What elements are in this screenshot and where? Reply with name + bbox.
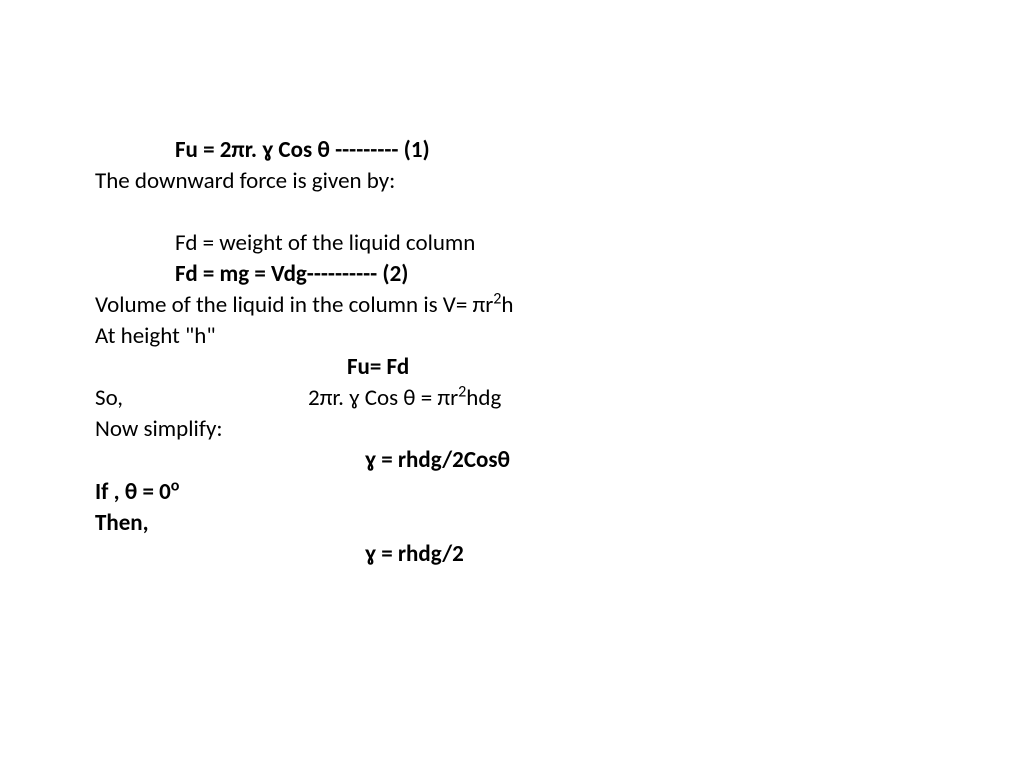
eq-fu-fd: Fu= Fd [95, 352, 974, 383]
eq-1: Fu = 2πr. ɣ Cos θ --------- (1) [95, 135, 974, 166]
volume-pre: Volume of the liquid in the column is V=… [95, 291, 493, 319]
volume-post: h [501, 291, 513, 319]
so-label: So, [95, 383, 123, 414]
eq-fd-weight: Fd = weight of the liquid column [95, 228, 974, 259]
if-sup: o [171, 476, 180, 495]
eq-2: Fd = mg = Vdg---------- (2) [95, 259, 974, 290]
so-eq-pre: 2πr. ɣ Cos θ = πr [123, 384, 458, 412]
text-downward: The downward force is given by: [95, 166, 974, 197]
line-so: So,2πr. ɣ Cos θ = πr2hdg [95, 383, 974, 414]
blank-line [95, 197, 974, 228]
text-then: Then, [95, 508, 974, 539]
eq-gamma-2: ɣ = rhdg/2 [95, 539, 974, 570]
text-if: If , θ = 0o [95, 477, 974, 508]
text-simplify: Now simplify: [95, 414, 974, 445]
if-theta: If , θ = 0 [95, 478, 171, 506]
text-volume: Volume of the liquid in the column is V=… [95, 290, 974, 321]
eq-gamma-1: ɣ = rhdg/2Cosθ [95, 445, 974, 476]
text-height: At height "h" [95, 321, 974, 352]
physics-derivation: Fu = 2πr. ɣ Cos θ --------- (1) The down… [95, 135, 974, 570]
so-eq-post: hdg [466, 384, 501, 412]
